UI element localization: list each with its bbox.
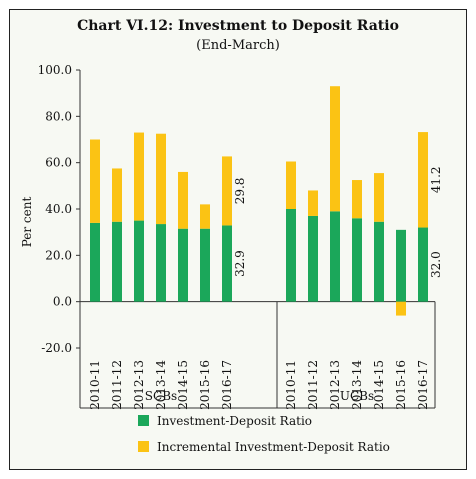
bar-incremental — [156, 133, 166, 225]
x-tick-label: 2013-14 — [154, 360, 168, 410]
bar-investment-deposit — [286, 209, 296, 302]
x-tick-label: 2012-13 — [132, 360, 146, 410]
bar-incremental — [112, 168, 122, 222]
bar-investment-deposit — [396, 229, 406, 302]
x-tick-label: 2010-11 — [88, 360, 102, 410]
x-tick-label: 2011-12 — [110, 360, 124, 410]
bar-incremental — [286, 161, 296, 209]
x-tick-label: 2015-16 — [394, 360, 408, 410]
y-tick-label: 40.0 — [45, 202, 72, 216]
y-tick-label: 60.0 — [45, 156, 72, 170]
bar-incremental — [308, 190, 318, 216]
bar-investment-deposit — [156, 224, 166, 302]
bar-investment-deposit — [200, 228, 210, 302]
y-axis-label: Per cent — [20, 197, 34, 248]
data-label: 29.8 — [233, 178, 247, 205]
x-tick-label: 2016-17 — [416, 360, 430, 410]
bar-incremental — [396, 301, 406, 316]
x-tick-label: 2015-16 — [198, 360, 212, 410]
bar-investment-deposit — [178, 228, 188, 302]
x-tick-label: 2016-17 — [220, 360, 234, 410]
legend-item-base: Investment-Deposit Ratio — [138, 414, 312, 428]
chart-title: Chart VI.12: Investment to Deposit Ratio — [77, 18, 399, 34]
x-tick-label: 2014-15 — [176, 360, 190, 410]
bar-investment-deposit — [418, 227, 428, 302]
chart-subtitle: (End-March) — [196, 38, 280, 53]
y-tick-label: 80.0 — [45, 109, 72, 123]
bar-investment-deposit — [374, 221, 384, 302]
legend-swatch-base — [138, 415, 149, 426]
x-tick-label: 2013-14 — [350, 360, 364, 410]
bar-investment-deposit — [308, 215, 318, 302]
bar-incremental — [418, 132, 428, 228]
bar-investment-deposit — [90, 222, 100, 302]
bar-investment-deposit — [352, 218, 362, 302]
y-tick-label: 0.0 — [53, 295, 72, 309]
bar-incremental — [352, 180, 362, 219]
y-tick-label: -20.0 — [41, 341, 72, 355]
legend-item-incremental: Incremental Investment-Deposit Ratio — [138, 440, 390, 454]
y-tick-label: 20.0 — [45, 248, 72, 262]
bar-investment-deposit — [112, 221, 122, 302]
bar-incremental — [90, 139, 100, 223]
bar-investment-deposit — [222, 225, 232, 302]
group-label: SCBs — [145, 389, 177, 403]
x-tick-label: 2011-12 — [306, 360, 320, 410]
legend-swatch-incremental — [138, 441, 149, 452]
legend-label-base: Investment-Deposit Ratio — [157, 414, 313, 428]
bar-incremental — [330, 86, 340, 212]
y-tick-label: 100.0 — [38, 63, 72, 77]
bar-incremental — [178, 171, 188, 229]
x-tick-label: 2012-13 — [328, 360, 342, 410]
bar-investment-deposit — [134, 220, 144, 302]
data-label: 32.9 — [233, 250, 247, 277]
bar-incremental — [374, 173, 384, 222]
bar-incremental — [222, 156, 232, 226]
data-label: 32.0 — [429, 251, 443, 278]
data-label: 41.2 — [429, 166, 443, 193]
bar-incremental — [134, 132, 144, 221]
group-label: UCBs — [340, 389, 374, 403]
bar-investment-deposit — [330, 211, 340, 302]
legend-label-incremental: Incremental Investment-Deposit Ratio — [157, 440, 390, 454]
chart-frame — [9, 9, 467, 470]
x-tick-label: 2014-15 — [372, 360, 386, 410]
x-tick-label: 2010-11 — [284, 360, 298, 410]
bar-incremental — [200, 204, 210, 229]
